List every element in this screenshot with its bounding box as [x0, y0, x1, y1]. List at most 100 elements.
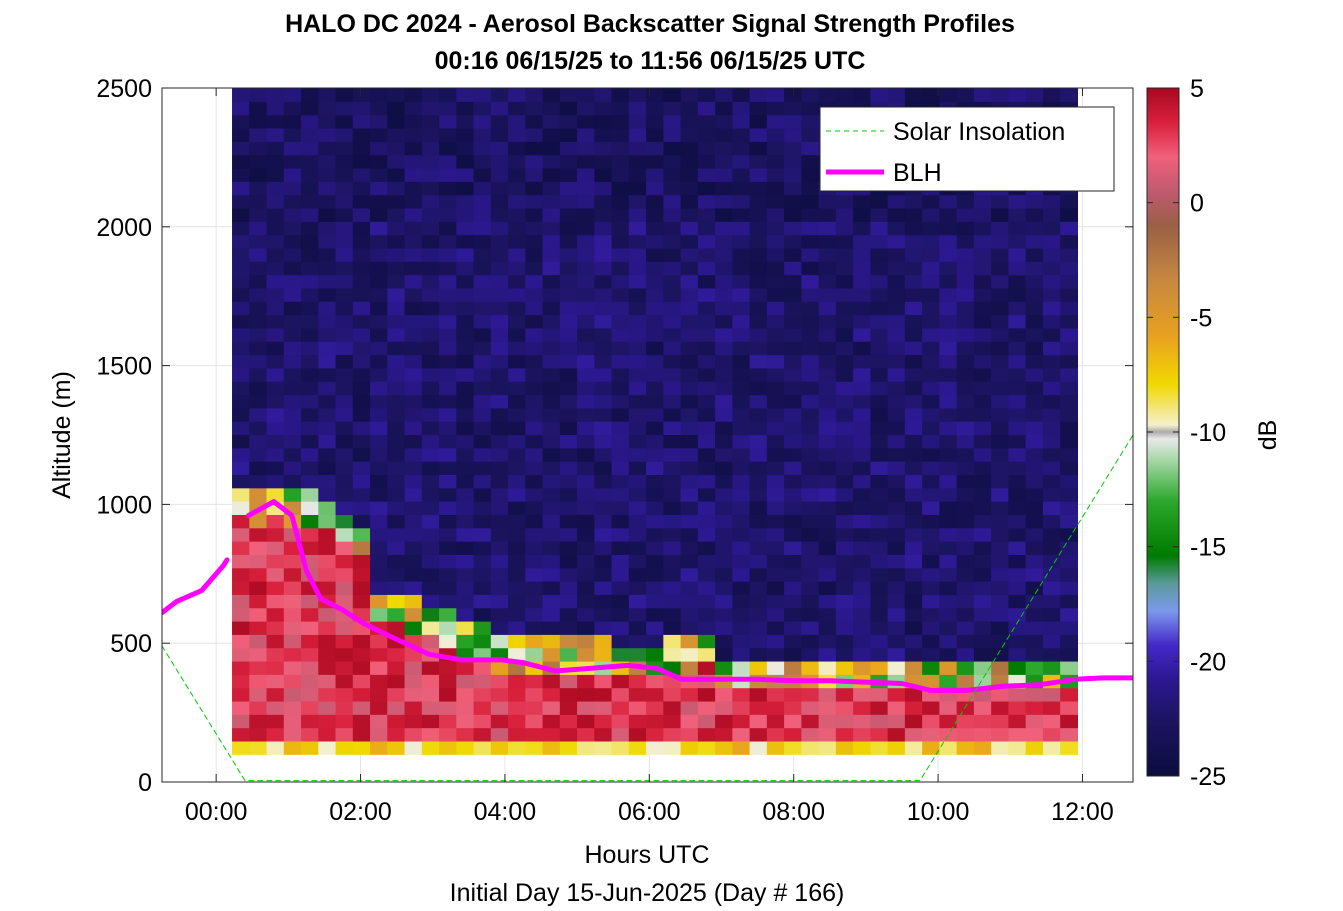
heatmap-cell [490, 607, 509, 622]
heatmap-cell [473, 394, 492, 409]
heatmap-cell [835, 88, 854, 102]
heatmap-cell [835, 394, 854, 409]
heatmap-cell [594, 234, 613, 249]
heatmap-cell [421, 247, 440, 262]
heatmap-cell [559, 354, 578, 369]
heatmap-cell [266, 194, 285, 209]
heatmap-cell [749, 207, 768, 222]
heatmap-cell [404, 207, 423, 222]
heatmap-cell [456, 461, 475, 476]
heatmap-cell [594, 581, 613, 595]
heatmap-cell [542, 461, 561, 476]
heatmap-cell [232, 607, 250, 622]
heatmap-cell [439, 514, 457, 529]
heatmap-cell [732, 127, 751, 142]
heatmap-cell [904, 740, 923, 755]
heatmap-cell [749, 501, 768, 515]
heatmap-cell [404, 554, 423, 569]
heatmap-cell [732, 514, 751, 529]
heatmap-cell [542, 554, 561, 569]
heatmap-cell [904, 434, 923, 449]
heatmap-cell [922, 234, 940, 249]
heatmap-cell [939, 394, 958, 409]
heatmap-cell [473, 740, 492, 755]
x-axis-ticks: 00:00 02:00 04:00 06:00 08:00 10:00 12:00 [185, 88, 1114, 826]
heatmap-cell [594, 207, 613, 222]
heatmap-cell [318, 181, 337, 196]
heatmap-cell [1025, 88, 1044, 102]
heatmap-cell [473, 634, 492, 649]
heatmap-cell [249, 261, 268, 276]
heatmap-cell [473, 274, 492, 289]
heatmap-cell [853, 607, 871, 622]
heatmap-cell [335, 700, 354, 715]
heatmap-cell [473, 114, 492, 129]
heatmap-cell [490, 527, 509, 542]
heatmap-cell [801, 687, 820, 702]
heatmap-cell [387, 247, 406, 262]
heatmap-cell [301, 247, 319, 262]
heatmap-cell [766, 714, 785, 729]
heatmap-cell [853, 714, 871, 729]
heatmap-cell [766, 647, 785, 662]
heatmap-cell [490, 674, 509, 689]
heatmap-cell [352, 341, 371, 356]
heatmap-cell [1042, 581, 1061, 595]
heatmap-cell [577, 447, 595, 462]
heatmap-cell [1008, 314, 1027, 329]
heatmap-cell [973, 327, 992, 342]
heatmap-cell [853, 727, 871, 742]
heatmap-cell [456, 714, 475, 729]
heatmap-cell [922, 421, 940, 436]
heatmap-cell [663, 700, 682, 715]
heatmap-cell [1008, 234, 1027, 249]
heatmap-cell [508, 327, 526, 342]
heatmap-cell [456, 154, 475, 169]
heatmap-cell [301, 421, 319, 436]
heatmap-cell [835, 727, 854, 742]
heatmap-cell [1025, 714, 1044, 729]
heatmap-cell [784, 554, 802, 569]
heatmap-cell [973, 674, 992, 689]
heatmap-cell [732, 487, 751, 502]
heatmap-cell [335, 261, 354, 276]
heatmap-cell [628, 727, 647, 742]
heatmap-cell [680, 514, 699, 529]
heatmap-cell [956, 341, 975, 356]
heatmap-cell [1042, 327, 1061, 342]
heatmap-cell [594, 634, 613, 649]
heatmap-cell [525, 367, 544, 382]
chart-title: HALO DC 2024 - Aerosol Backscatter Signa… [285, 10, 1015, 38]
heatmap-cell [697, 434, 716, 449]
heatmap-cell [490, 367, 509, 382]
heatmap-cell [956, 700, 975, 715]
heatmap-cell [870, 447, 889, 462]
heatmap-cell [249, 114, 268, 129]
heatmap-cell [577, 581, 595, 595]
heatmap-cell [646, 487, 664, 502]
heatmap-cell [559, 634, 578, 649]
heatmap-cell [680, 127, 699, 142]
heatmap-cell [577, 274, 595, 289]
heatmap-cell [1008, 247, 1027, 262]
heatmap-cell [973, 594, 992, 609]
heatmap-cell [766, 167, 785, 182]
heatmap-cell [818, 221, 837, 236]
heatmap-cell [749, 407, 768, 422]
heatmap-cell [318, 487, 337, 502]
heatmap-cell [1025, 634, 1044, 649]
heatmap-cell [301, 181, 319, 196]
heatmap-cell [835, 700, 854, 715]
heatmap-cell [266, 101, 285, 116]
heatmap-cell [370, 421, 388, 436]
heatmap-cell [1042, 594, 1061, 609]
heatmap-cell [232, 434, 250, 449]
heatmap-cell [818, 367, 837, 382]
heatmap-cell [766, 607, 785, 622]
heatmap-cell [232, 740, 250, 755]
heatmap-cell [266, 620, 285, 635]
colorbar-tick-label: 0 [1190, 190, 1204, 218]
heatmap-cell [939, 660, 958, 675]
heatmap-cell [697, 381, 716, 396]
heatmap-cell [818, 194, 837, 209]
